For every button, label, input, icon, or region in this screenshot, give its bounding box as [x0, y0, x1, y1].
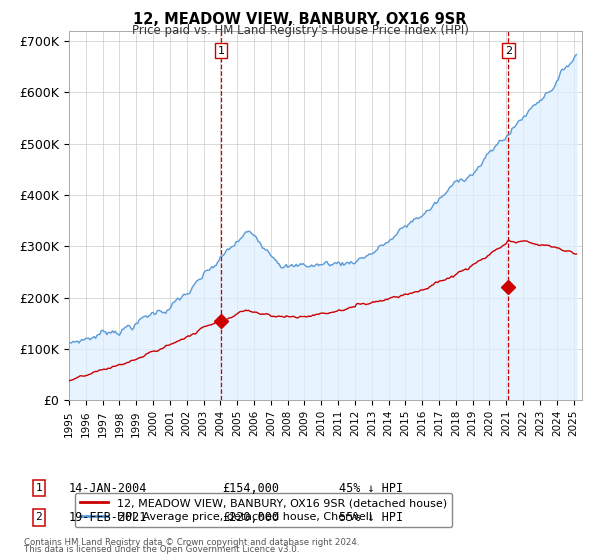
Text: 1: 1: [218, 45, 224, 55]
Text: 2: 2: [35, 512, 43, 522]
Text: 55% ↓ HPI: 55% ↓ HPI: [339, 511, 403, 524]
Text: 45% ↓ HPI: 45% ↓ HPI: [339, 482, 403, 495]
Text: 14-JAN-2004: 14-JAN-2004: [69, 482, 148, 495]
Text: £154,000: £154,000: [222, 482, 279, 495]
Text: Contains HM Land Registry data © Crown copyright and database right 2024.: Contains HM Land Registry data © Crown c…: [24, 538, 359, 547]
Text: 12, MEADOW VIEW, BANBURY, OX16 9SR: 12, MEADOW VIEW, BANBURY, OX16 9SR: [133, 12, 467, 27]
Text: 1: 1: [35, 483, 43, 493]
Text: Price paid vs. HM Land Registry's House Price Index (HPI): Price paid vs. HM Land Registry's House …: [131, 24, 469, 37]
Legend: 12, MEADOW VIEW, BANBURY, OX16 9SR (detached house), HPI: Average price, detache: 12, MEADOW VIEW, BANBURY, OX16 9SR (deta…: [74, 493, 452, 528]
Text: £220,000: £220,000: [222, 511, 279, 524]
Text: 2: 2: [505, 45, 512, 55]
Text: This data is licensed under the Open Government Licence v3.0.: This data is licensed under the Open Gov…: [24, 545, 299, 554]
Text: 19-FEB-2021: 19-FEB-2021: [69, 511, 148, 524]
